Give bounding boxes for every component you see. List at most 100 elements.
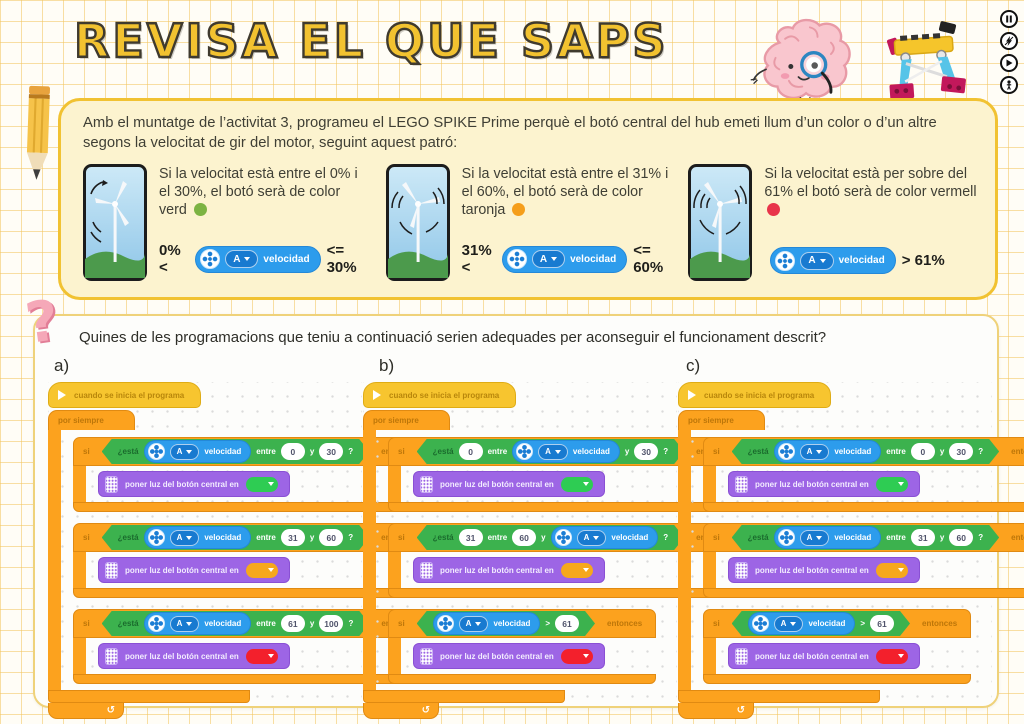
motor-icon	[148, 443, 165, 460]
if-keyword: si	[713, 447, 720, 456]
condition-text-span: Si la velocitat està entre el 0% i el 30…	[159, 165, 358, 218]
condition-red: Si la velocitat està per sobre del 61% e…	[688, 163, 977, 281]
color-dropdown	[245, 648, 278, 664]
condition-keyword: ?	[978, 447, 984, 456]
motor-icon	[437, 615, 454, 632]
dropdown-caret-icon	[816, 450, 822, 454]
forever-body: si¿estáAvelocidadentre0y30?entoncesponer…	[678, 430, 1024, 690]
condition-keyword: ?	[663, 447, 669, 456]
formula-suffix: <= 60%	[633, 242, 664, 277]
if-keyword: si	[398, 619, 405, 628]
hat-label: cuando se inicia el programa	[389, 390, 500, 400]
condition-formula: 31% < A velocidad <= 60%	[462, 237, 675, 281]
number-oval: 60	[512, 529, 536, 546]
hub-display-icon	[420, 475, 433, 493]
dropdown-caret-icon	[186, 622, 192, 626]
if-body: poner luz del botón central en	[73, 552, 290, 588]
color-dropdown	[875, 476, 908, 492]
program-c-canvas: cuando se inicia el programa por siempre s…	[678, 382, 1024, 719]
then-keyword: entonces	[1011, 447, 1024, 456]
condition-keyword: y	[309, 533, 315, 542]
port-label: A	[780, 619, 787, 628]
condition-formula: A velocidad > 61%	[764, 241, 977, 281]
condition-keyword: entre	[256, 533, 276, 542]
port-dropdown: A	[800, 251, 834, 270]
number-oval: 31	[459, 529, 483, 546]
if-keyword: si	[398, 447, 405, 456]
condition-keyword: entre	[487, 447, 508, 456]
hub-display-icon	[735, 561, 748, 579]
condition-keyword: >	[545, 619, 551, 628]
port-dropdown: A	[170, 444, 200, 460]
when-program-starts-hat-block: cuando se inicia el programa	[678, 382, 832, 408]
condition-keyword: ?	[348, 533, 354, 542]
set-light-block: poner luz del botón central en	[98, 471, 290, 497]
set-light-block: poner luz del botón central en	[728, 557, 920, 583]
condition-keyword: ?	[663, 533, 669, 542]
metric-label: velocidad	[204, 533, 242, 542]
metric-label: velocidad	[572, 447, 610, 456]
person-icon[interactable]	[1000, 76, 1018, 94]
play-icon[interactable]	[1000, 54, 1018, 72]
forever-bottom-bar	[48, 690, 250, 703]
condition-text: Si la velocitat està per sobre del 61% e…	[764, 164, 977, 233]
if-body: poner luz del botón central en	[73, 466, 290, 502]
port-dropdown: A	[800, 530, 830, 546]
condition-keyword: ¿está	[432, 533, 454, 542]
wind-turbine-image	[688, 163, 753, 281]
program-a-canvas: cuando se inicia el programa por siempre s…	[48, 382, 431, 719]
port-label: A	[233, 253, 241, 265]
color-dropdown	[560, 476, 593, 492]
dropdown-caret-icon	[267, 654, 274, 658]
number-oval: 30	[319, 443, 343, 460]
play-icon	[373, 390, 381, 400]
lightning-icon[interactable]	[1000, 32, 1018, 50]
condition-formula: 0% < A velocidad <= 30%	[159, 237, 372, 281]
column-label-b: b)	[379, 356, 395, 375]
condition-keyword: y	[939, 447, 945, 456]
pencil-icon	[26, 85, 51, 180]
hub-display-icon	[105, 561, 118, 579]
condition-text: Si la velocitat està entre el 31% i el 6…	[462, 164, 675, 229]
if-body: poner luz del botón central en	[388, 552, 605, 588]
port-label: A	[539, 253, 548, 265]
dropdown-caret-icon	[244, 257, 251, 262]
set-light-label: poner luz del botón central en	[755, 565, 869, 575]
forever-loop-tab: ↺	[678, 703, 754, 719]
number-oval: 60	[319, 529, 343, 546]
condition-keyword: ?	[348, 619, 354, 628]
if-body: poner luz del botón central en	[703, 552, 920, 588]
number-oval: 31	[281, 529, 305, 546]
question-text: Quines de les programacions que teniu a …	[79, 329, 827, 346]
if-bottom-bar	[388, 674, 657, 684]
dropdown-caret-icon	[790, 622, 796, 626]
if-block: si¿está0entreAvelocidady30?entoncesponer…	[388, 437, 746, 512]
condition-keyword: entre	[886, 533, 906, 542]
dropdown-caret-icon	[582, 482, 589, 486]
number-oval: 30	[949, 443, 973, 460]
port-dropdown: A	[774, 616, 804, 632]
brain-mascot-icon	[750, 18, 851, 117]
dropdown-caret-icon	[897, 482, 904, 486]
forever-loop-tab: ↺	[363, 703, 439, 719]
condition-keyword: ¿está	[747, 447, 769, 456]
intro-text: Amb el muntatge de l’activitat 3, progra…	[83, 115, 937, 151]
port-label: A	[176, 533, 183, 542]
set-light-label: poner luz del botón central en	[755, 651, 869, 661]
port-dropdown: A	[225, 250, 259, 269]
set-light-label: poner luz del botón central en	[125, 479, 239, 489]
metric-label: velocidad	[570, 253, 617, 265]
port-label: A	[806, 533, 813, 542]
number-oval: 60	[949, 529, 973, 546]
hub-display-icon	[420, 561, 433, 579]
dropdown-caret-icon	[555, 450, 561, 454]
pause-icon[interactable]	[1000, 10, 1018, 28]
